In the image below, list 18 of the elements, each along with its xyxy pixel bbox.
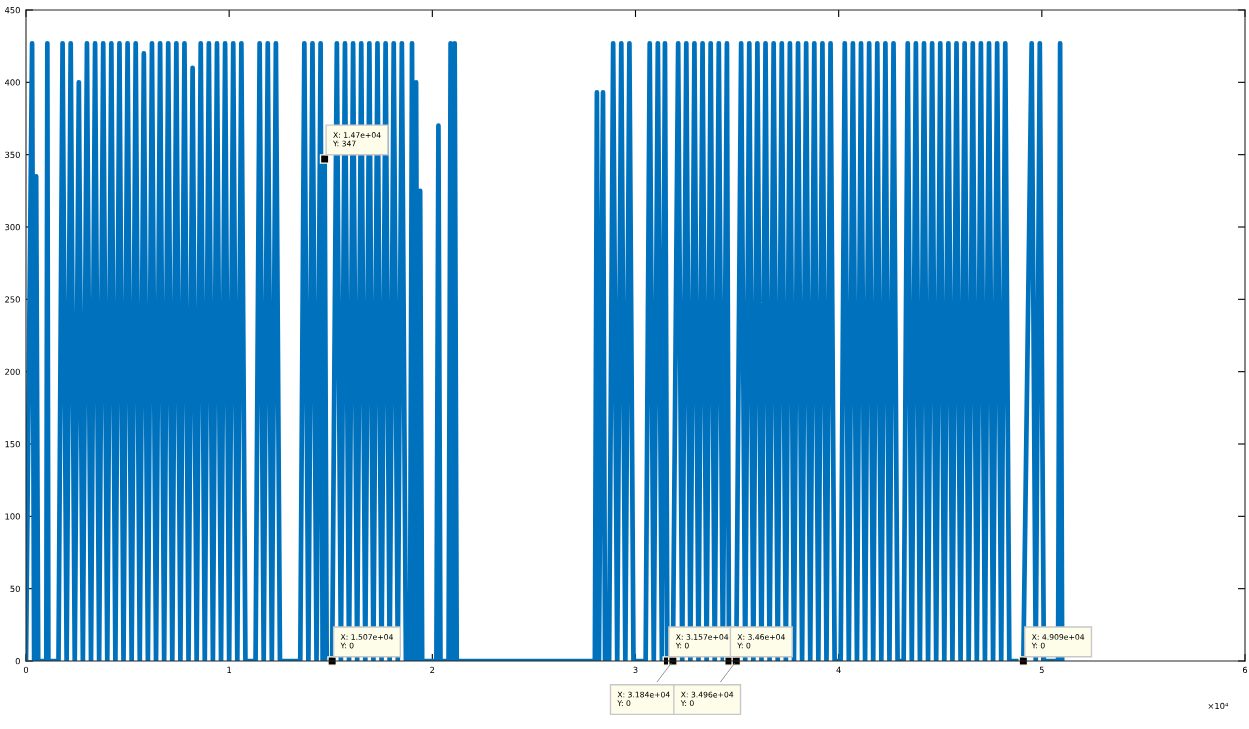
y-tick-label: 150 [5, 440, 20, 448]
text: ×10⁴ [1208, 702, 1229, 710]
y-tick-label: 100 [5, 513, 20, 520]
x-tick-label: 1 [227, 666, 232, 673]
x-tick-label: 2 [430, 666, 435, 673]
x-tick-label: 0 [23, 666, 29, 674]
y-tick-label: 450 [4, 6, 20, 14]
y-tick-label: 0 [15, 657, 20, 665]
y-tick-label: 200 [5, 368, 20, 375]
x-tick-label: 5 [1039, 666, 1044, 674]
y-tick-label: 50 [10, 585, 20, 592]
y-tick-label: 400 [4, 79, 20, 86]
y-tick-label: 250 [5, 296, 20, 303]
x-tick-label: 6 [1242, 666, 1248, 674]
x-tick-label: 4 [836, 666, 841, 673]
y-tick-label: 300 [5, 223, 20, 231]
y-tick-label: 350 [5, 151, 20, 158]
x-tick-label: 3 [633, 666, 638, 674]
